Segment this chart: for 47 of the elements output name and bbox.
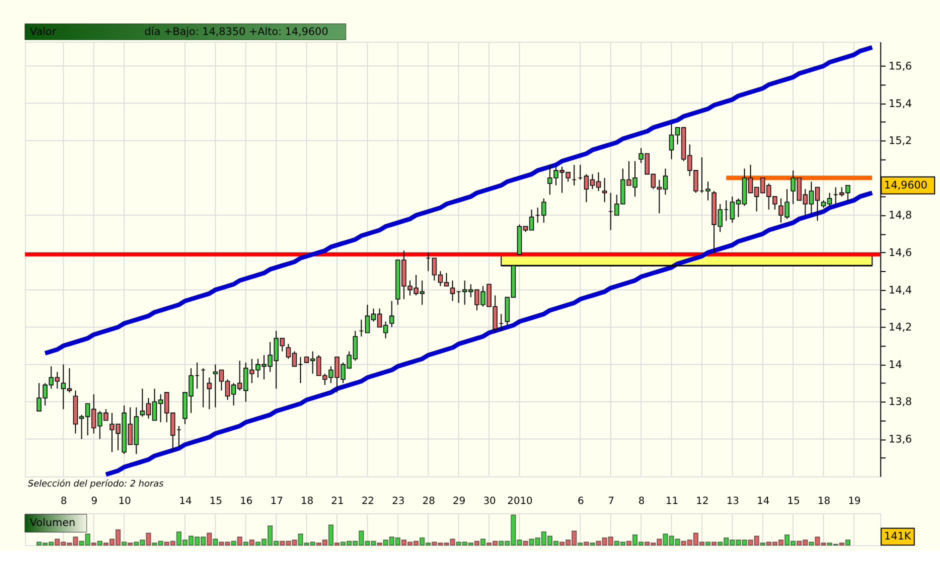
x-tick-label: 14 (179, 496, 192, 507)
x-tick-label: 2010 (507, 496, 533, 507)
text: 141K (884, 530, 912, 543)
y-tick-label: 15,4 (888, 98, 912, 110)
x-tick-label: 18 (300, 496, 314, 507)
x-tick-label: 18 (818, 496, 830, 507)
x-tick-label: 28 (422, 496, 436, 507)
text: 14,9600 (884, 179, 928, 192)
y-tick-label: 13,6 (888, 434, 912, 446)
chart-title: Valor (30, 26, 57, 38)
y-tick-label: 15,6 (888, 60, 912, 72)
x-tick-label: 6 (578, 496, 584, 507)
x-tick-label: 22 (362, 496, 374, 507)
x-tick-label: 17 (270, 496, 284, 507)
x-tick-label: 21 (331, 496, 344, 507)
candlestick (206, 377, 212, 410)
y-tick-label: 15,2 (888, 135, 912, 148)
y-tick-label: 14,2 (888, 322, 912, 334)
candlestick (389, 300, 394, 328)
x-tick-label: 15 (787, 496, 800, 507)
y-tick-label: 14,8 (888, 210, 912, 222)
x-tick-label: 23 (392, 496, 405, 507)
candlestick (541, 198, 546, 224)
y-tick-label: 14,4 (888, 284, 912, 296)
candlestick (602, 177, 607, 203)
y-tick-label: 13,8 (888, 396, 912, 408)
x-tick-label: 29 (452, 496, 466, 507)
x-tick-label: 19 (848, 496, 861, 507)
line-series (42, 45, 874, 356)
line-series (104, 190, 874, 477)
chart-subtitle: día +Bajo: 14,8350 +Alto: 14,9600 (144, 26, 328, 38)
x-tick-label: 8 (60, 496, 68, 507)
x-tick-label: 16 (240, 496, 253, 507)
x-tick-label: 8 (638, 496, 645, 507)
x-tick-label: 13 (726, 496, 740, 507)
x-tick-label: 10 (118, 496, 131, 507)
chart-title: Volumen (30, 517, 76, 530)
x-tick-label: 15 (210, 496, 222, 507)
x-tick-label: 11 (666, 496, 678, 507)
x-tick-label: 9 (91, 496, 98, 507)
x-tick-label: 12 (696, 496, 709, 507)
x-tick-label: 7 (608, 496, 614, 507)
y-tick-label: 14 (888, 358, 902, 371)
x-tick-label: 14 (756, 496, 770, 507)
x-tick-label: 30 (483, 496, 496, 507)
y-tick-label: 14,6 (888, 247, 912, 260)
text: Selección del período: 2 horas (28, 478, 164, 490)
